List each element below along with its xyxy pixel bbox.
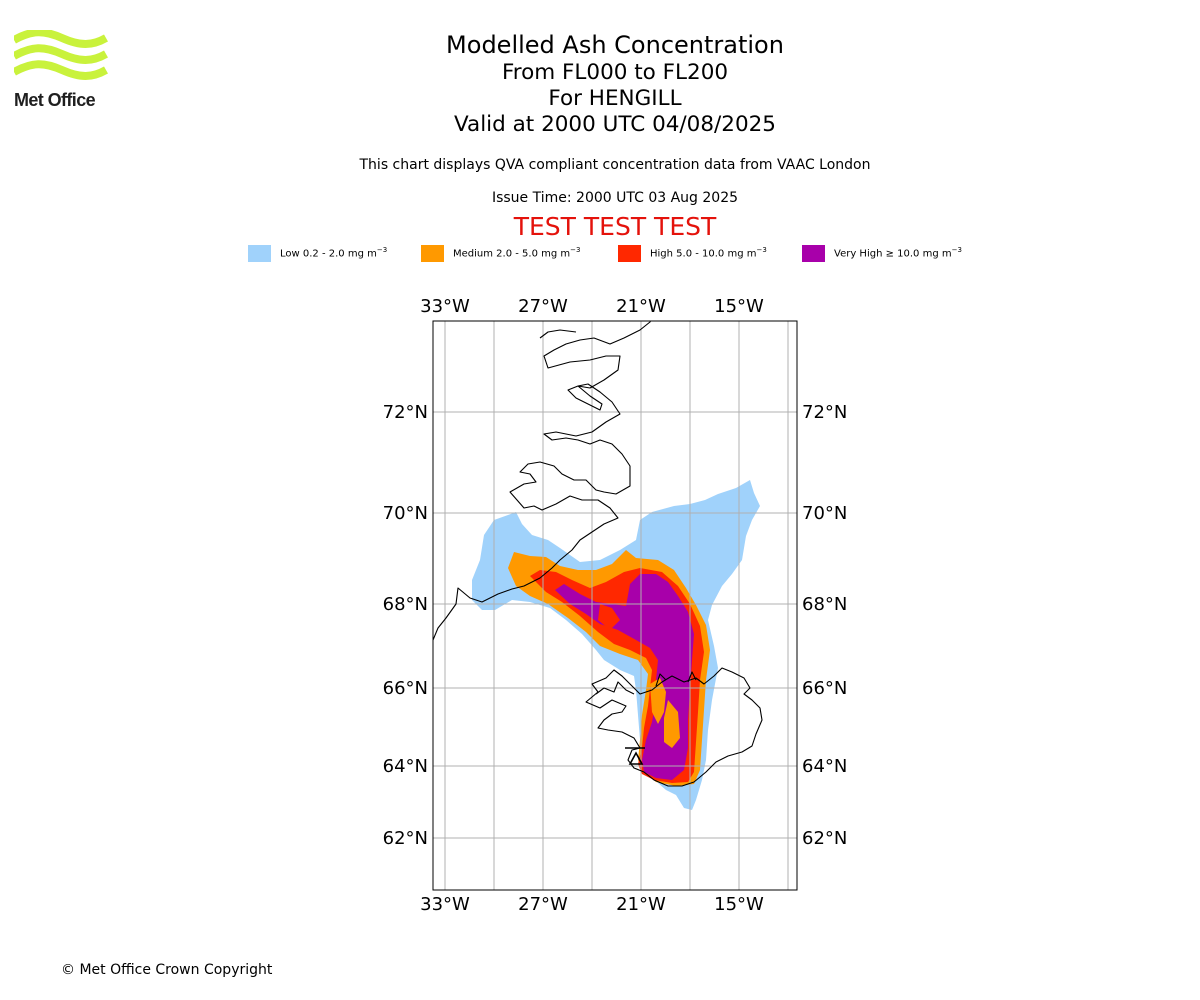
chart-title-block: Modelled Ash Concentration From FL000 to…: [415, 30, 815, 138]
ash-area-medium-core: [650, 678, 666, 724]
lon-label-bottom: 27°W: [518, 894, 568, 915]
chart-title: Modelled Ash Concentration: [446, 31, 784, 59]
flight-level-range: From FL000 to FL200: [501, 60, 729, 85]
iceland-coastline: [585, 667, 763, 787]
lon-label-top: 21°W: [616, 296, 666, 317]
lat-label-left: 72°N: [383, 402, 428, 423]
met-office-waves-icon: [12, 28, 108, 80]
lon-label-top: 27°W: [518, 296, 568, 317]
legend-swatch-medium: [421, 245, 444, 262]
issue-time: Issue Time: 2000 UTC 03 Aug 2025: [491, 190, 739, 206]
volcano-marker: [625, 747, 645, 765]
legend-label-medium: Medium 2.0 - 5.0 mg m−3: [453, 246, 581, 260]
legend-label-high: High 5.0 - 10.0 mg m−3: [650, 246, 767, 260]
lat-label-right: 72°N: [802, 402, 847, 423]
map-frame: [432, 320, 798, 891]
map-grid: [433, 321, 797, 890]
lat-label-left: 68°N: [383, 594, 428, 615]
lon-label-top: 33°W: [420, 296, 470, 317]
greenland-inlet: [539, 329, 577, 339]
lat-label-left: 66°N: [383, 678, 428, 699]
ash-area-high-core: [598, 604, 620, 630]
met-office-logo: Met Office: [12, 28, 109, 112]
lon-label-bottom: 33°W: [420, 894, 470, 915]
lat-label-right: 62°N: [802, 828, 847, 849]
ash-area-very-high: [555, 574, 694, 780]
test-banner: TEST TEST TEST: [513, 212, 717, 241]
map-axis-labels: 33°W 27°W 21°W 15°W 33°W 27°W 21°W 15°W …: [383, 296, 848, 915]
ash-area-medium-core: [664, 700, 680, 748]
coastlines: [433, 321, 763, 787]
valid-time: Valid at 2000 UTC 04/08/2025: [453, 112, 776, 137]
iceland-westfjords-detail: [595, 681, 635, 695]
lat-label-left: 70°N: [383, 503, 428, 524]
legend-swatch-low: [248, 245, 271, 262]
legend-label-very-high: Very High ≥ 10.0 mg m−3: [834, 246, 962, 260]
lon-label-bottom: 15°W: [714, 894, 764, 915]
met-office-wordmark: Met Office: [14, 90, 96, 110]
legend-swatch-high: [618, 245, 641, 262]
lat-label-left: 62°N: [383, 828, 428, 849]
lat-label-right: 68°N: [802, 594, 847, 615]
lat-label-right: 70°N: [802, 503, 847, 524]
lat-label-left: 64°N: [383, 756, 428, 777]
lat-label-right: 64°N: [802, 756, 847, 777]
copyright-notice: © Met Office Crown Copyright: [61, 962, 273, 978]
lon-label-top: 15°W: [714, 296, 764, 317]
chart-description: This chart displays QVA compliant concen…: [359, 157, 871, 173]
greenland-coastline: [433, 321, 652, 641]
lat-label-right: 66°N: [802, 678, 847, 699]
volcano-name: For HENGILL: [548, 86, 682, 111]
lon-label-bottom: 21°W: [616, 894, 666, 915]
legend-swatch-very-high: [802, 245, 825, 262]
iceland-north-detail: [655, 671, 697, 687]
legend-label-low: Low 0.2 - 2.0 mg m−3: [280, 246, 388, 260]
